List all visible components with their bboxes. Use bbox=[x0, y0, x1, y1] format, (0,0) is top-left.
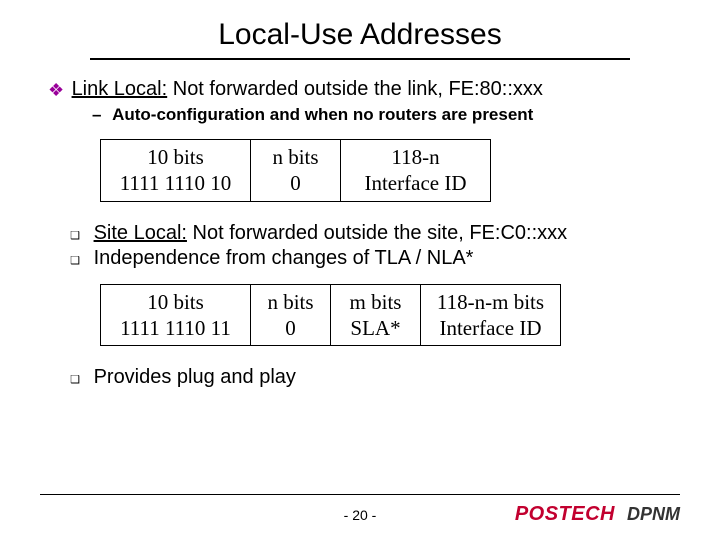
cell-hdr: n bits bbox=[261, 289, 320, 315]
independence-text: Independence from changes of TLA / NLA* bbox=[94, 247, 474, 269]
cell-hdr: 118-n-m bits bbox=[431, 289, 550, 315]
cell-val: SLA* bbox=[341, 315, 410, 341]
cell-t2-0: 10 bits 1111 1110 11 bbox=[101, 284, 251, 346]
cell-hdr: 118-n bbox=[351, 144, 480, 170]
cell-hdr: m bits bbox=[341, 289, 410, 315]
cell-hdr: 10 bits bbox=[111, 144, 240, 170]
bullet-independence: ❑ Independence from changes of TLA / NLA… bbox=[68, 247, 680, 270]
footer: - 20 - POSTECH DPNM bbox=[0, 494, 720, 526]
diamond-icon: ❖ bbox=[48, 80, 62, 101]
link-local-label: Link Local: bbox=[72, 78, 168, 100]
link-local-text: Not forwarded outside the link, FE:80::x… bbox=[167, 78, 543, 100]
page-number: - 20 - bbox=[344, 507, 377, 523]
footer-divider bbox=[40, 494, 680, 495]
cell-val: 1111 1110 11 bbox=[111, 315, 240, 341]
site-local-table: 10 bits 1111 1110 11 n bits 0 m bits SLA… bbox=[100, 284, 561, 347]
cell-val: 1111 1110 10 bbox=[111, 170, 240, 196]
bullet-site-local: ❑ Site Local: Not forwarded outside the … bbox=[68, 222, 680, 245]
cell-hdr: n bits bbox=[261, 144, 330, 170]
cell-val: 0 bbox=[261, 170, 330, 196]
cell-t2-2: m bits SLA* bbox=[331, 284, 421, 346]
cell-val: Interface ID bbox=[351, 170, 480, 196]
footer-inner: - 20 - POSTECH DPNM bbox=[40, 503, 680, 526]
link-local-table: 10 bits 1111 1110 10 n bits 0 118-n Inte… bbox=[100, 139, 491, 202]
cell-t2-1: n bits 0 bbox=[251, 284, 331, 346]
dpnm-logo: DPNM bbox=[627, 504, 680, 525]
page-title: Local-Use Addresses bbox=[90, 18, 630, 60]
site-local-text: Not forwarded outside the site, FE:C0::x… bbox=[187, 222, 567, 244]
cell-hdr: 10 bits bbox=[111, 289, 240, 315]
cell-t2-3: 118-n-m bits Interface ID bbox=[421, 284, 561, 346]
bullet-plugplay: ❑ Provides plug and play bbox=[68, 366, 680, 389]
slide: Local-Use Addresses ❖ Link Local: Not fo… bbox=[0, 0, 720, 540]
bullet-link-local: ❖ Link Local: Not forwarded outside the … bbox=[48, 78, 680, 101]
square-icon: ❑ bbox=[68, 254, 82, 267]
cell-val: Interface ID bbox=[431, 315, 550, 341]
postech-logo: POSTECH bbox=[515, 503, 615, 526]
square-icon: ❑ bbox=[68, 229, 82, 242]
dash-icon: – bbox=[92, 105, 106, 125]
bullet-autoconf: – Auto-configuration and when no routers… bbox=[92, 105, 680, 125]
table-row: 10 bits 1111 1110 11 n bits 0 m bits SLA… bbox=[101, 284, 561, 346]
cell-t1-1: n bits 0 bbox=[251, 140, 341, 202]
cell-val: 0 bbox=[261, 315, 320, 341]
square-icon: ❑ bbox=[68, 373, 82, 386]
site-local-label: Site Local: bbox=[94, 222, 187, 244]
cell-t1-2: 118-n Interface ID bbox=[341, 140, 491, 202]
autoconf-text: Auto-configuration and when no routers a… bbox=[112, 105, 533, 124]
cell-t1-0: 10 bits 1111 1110 10 bbox=[101, 140, 251, 202]
table-row: 10 bits 1111 1110 10 n bits 0 118-n Inte… bbox=[101, 140, 491, 202]
plugplay-text: Provides plug and play bbox=[94, 366, 296, 388]
